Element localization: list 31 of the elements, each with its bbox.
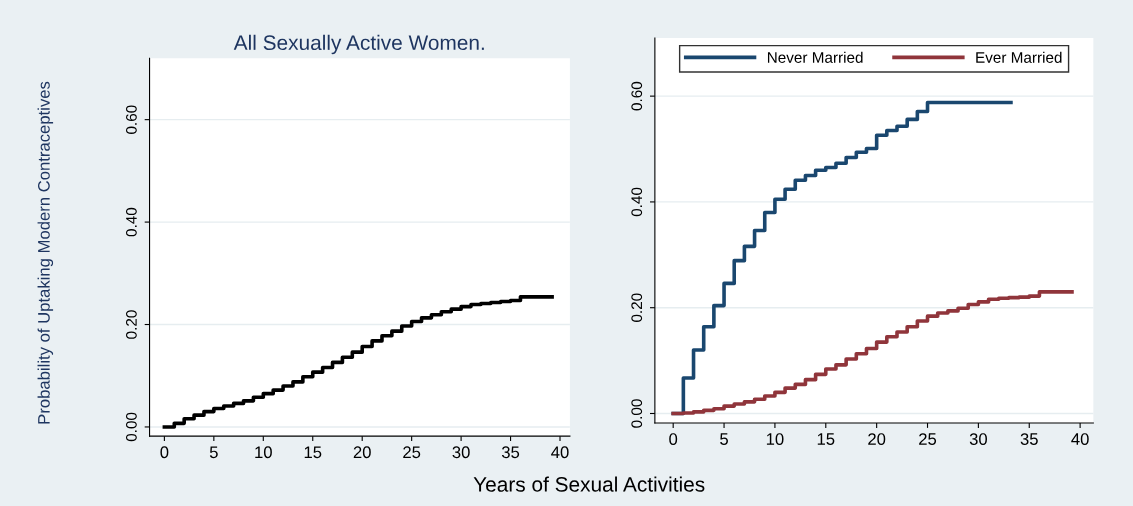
y-tick-label: 0.40 — [631, 187, 643, 217]
x-tick-label: 25 — [403, 446, 421, 459]
x-tick-label: 35 — [1020, 433, 1038, 445]
x-tick-label: 10 — [255, 446, 272, 459]
y-tick-label: 0.60 — [126, 105, 137, 134]
y-tick-label: 0.00 — [631, 399, 643, 428]
x-tick-label: 15 — [304, 446, 322, 459]
x-tick-label: 10 — [766, 433, 784, 445]
x-tick-label: 20 — [868, 433, 886, 445]
x-tick-label: 0 — [669, 433, 678, 445]
x-tick-label: 35 — [501, 446, 520, 459]
x-tick-label: 5 — [209, 446, 218, 459]
x-tick-label: 0 — [160, 446, 169, 459]
y-tick-label: 0.60 — [631, 81, 643, 111]
x-tick-label: 40 — [1071, 433, 1089, 445]
legend-label: Never Married — [767, 51, 863, 63]
x-tick-label: 40 — [551, 446, 569, 459]
y-tick-label: 0.20 — [631, 293, 643, 322]
x-tick-label: 20 — [353, 446, 371, 459]
y-tick-label: 0.40 — [126, 207, 137, 237]
chart-title: All Sexually Active Women. — [233, 34, 484, 55]
x-tick-label: 15 — [817, 433, 835, 445]
x-tick-label: 30 — [452, 446, 470, 459]
legend-label: Ever Married — [976, 51, 1062, 63]
y-axis-title: Probability of Uptaking Modern Contraceptives — [37, 81, 54, 424]
x-tick-label: 30 — [969, 433, 987, 445]
y-tick-label: 0.00 — [126, 412, 137, 442]
x-axis-title: Years of Sexual Activities — [473, 476, 705, 492]
y-tick-label: 0.20 — [126, 310, 137, 339]
x-tick-label: 5 — [720, 433, 728, 445]
x-tick-label: 25 — [919, 433, 937, 445]
